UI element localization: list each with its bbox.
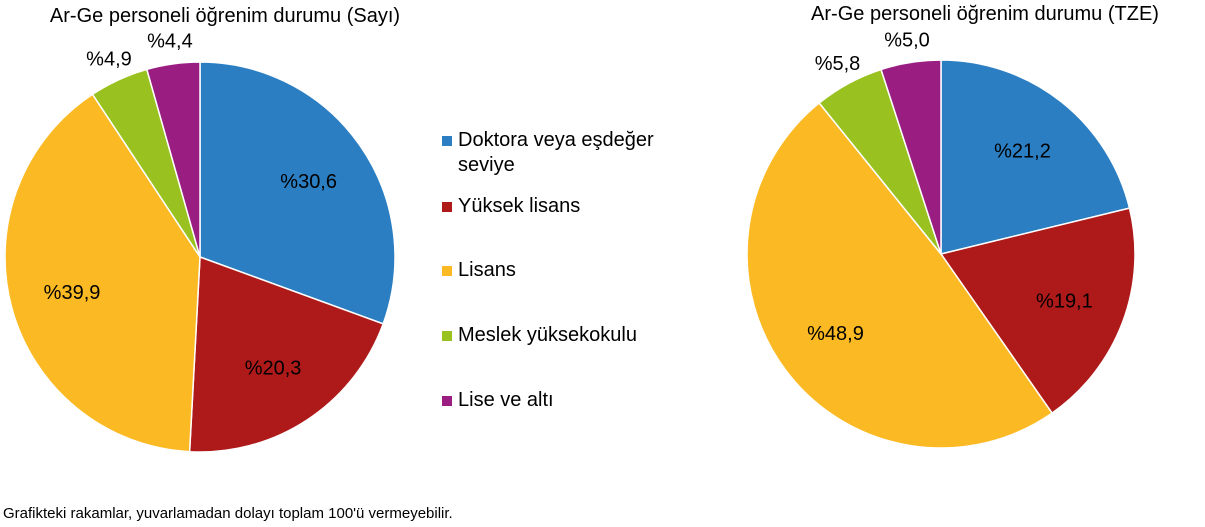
legend-item-meslek: Meslek yüksekokulu [440, 323, 637, 348]
legend-item-doktora: Doktora veya eşdeğer seviye [440, 128, 654, 178]
legend-label: Meslek yüksekokulu [458, 324, 637, 346]
pie-slice [145, 61, 201, 258]
legend-swatch [442, 396, 452, 406]
data-label: %5,8 [815, 53, 861, 75]
legend-label: Yüksek lisans [458, 195, 581, 217]
legend-swatch [442, 331, 452, 341]
data-label: %5,0 [884, 29, 930, 51]
legend-swatch [442, 266, 452, 276]
pie-slice [939, 207, 1136, 415]
legend-label: Lisans [458, 259, 516, 281]
legend-item-yuksek-lisans: Yüksek lisans [440, 194, 580, 219]
chart-title-sayi: Ar-Ge personeli öğrenim durumu (Sayı) [50, 5, 400, 27]
data-label: %48,9 [807, 323, 864, 345]
legend-swatch [442, 136, 452, 146]
data-label: %4,9 [86, 48, 132, 70]
data-label: %4,4 [147, 31, 193, 53]
legend-item-lise: Lise ve altı [440, 388, 554, 413]
legend-label: Lise ve altı [458, 389, 554, 411]
pie-slice [746, 101, 1054, 449]
data-label: %30,6 [280, 171, 337, 193]
footnote: Grafikteki rakamlar, yuvarlamadan dolayı… [3, 505, 453, 522]
data-label: %39,9 [44, 282, 101, 304]
data-label: %21,2 [994, 140, 1051, 162]
legend-swatch [442, 202, 452, 212]
pie-slice [199, 61, 396, 325]
legend-label: Doktora veya eşdeğer [458, 129, 654, 151]
chart-title-tze: Ar-Ge personeli öğrenim durumu (TZE) [811, 3, 1159, 25]
legend-label-line2: seviye [458, 154, 515, 176]
pie-slice [188, 255, 385, 453]
pie-slice [940, 59, 1131, 255]
data-label: %19,1 [1036, 291, 1093, 313]
data-label: %20,3 [245, 358, 302, 380]
legend-item-lisans: Lisans [440, 258, 516, 283]
pie-slice [880, 59, 942, 255]
